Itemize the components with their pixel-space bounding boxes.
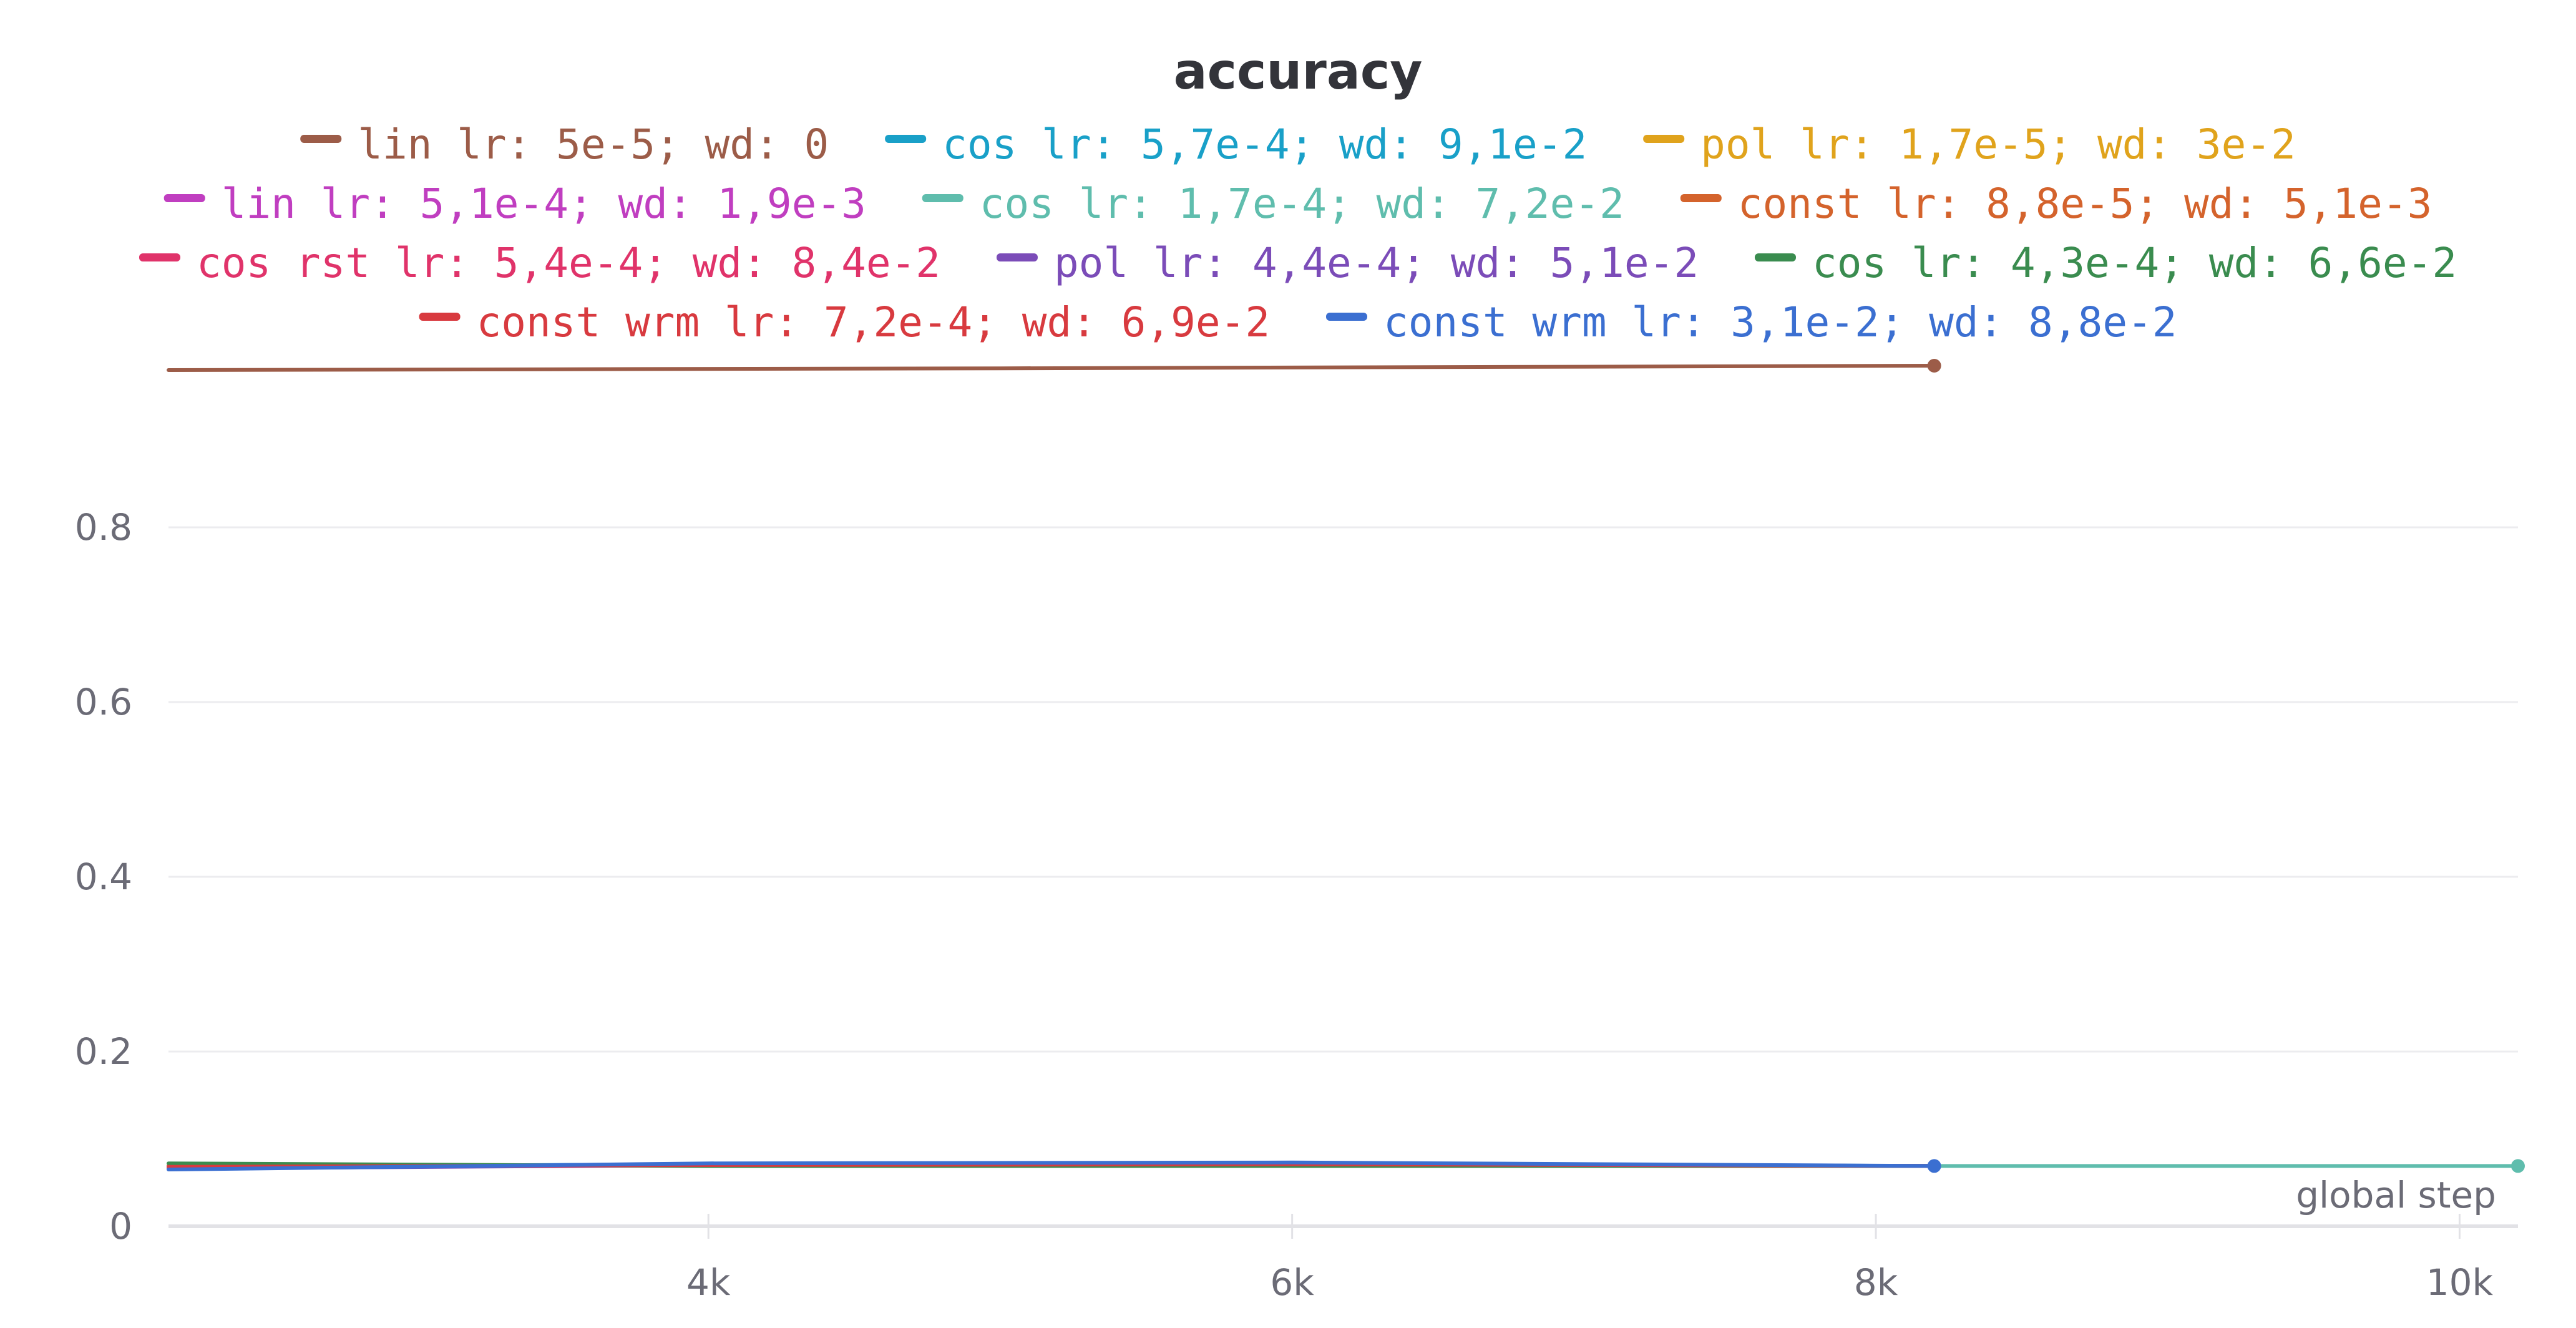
- y-tick-label: 0.8: [75, 506, 132, 549]
- legend-item: cos lr: 4,3e-4; wd: 6,6e-2: [1754, 239, 2457, 287]
- legend-label: cos rst lr: 5,4e-4; wd: 8,4e-2: [197, 239, 940, 287]
- legend-label: pol lr: 1,7e-5; wd: 3e-2: [1700, 120, 2296, 168]
- x-tick-label: 10k: [2426, 1261, 2494, 1304]
- x-tick-label: 6k: [1270, 1261, 1314, 1304]
- series-end-point: [1927, 1159, 1941, 1173]
- legend-swatch: [1643, 135, 1685, 143]
- x-axis-title: global step: [2296, 1174, 2496, 1216]
- legend-label: cos lr: 4,3e-4; wd: 6,6e-2: [1812, 239, 2457, 287]
- legend-swatch: [139, 253, 180, 261]
- legend-label: cos lr: 5,7e-4; wd: 9,1e-2: [942, 120, 1587, 168]
- y-tick-label: 0.4: [75, 856, 132, 898]
- legend-swatch: [996, 253, 1038, 261]
- legend-item: lin lr: 5,1e-4; wd: 1,9e-3: [163, 180, 866, 228]
- legend-swatch: [922, 194, 964, 202]
- legend-label: const lr: 8,8e-5; wd: 5,1e-3: [1738, 180, 2432, 228]
- legend-item: cos rst lr: 5,4e-4; wd: 8,4e-2: [139, 239, 940, 287]
- x-tick-label: 4k: [686, 1261, 731, 1304]
- legend-label: lin lr: 5,1e-4; wd: 1,9e-3: [222, 180, 866, 228]
- legend-swatch: [1326, 313, 1367, 321]
- chart-title: accuracy: [1174, 42, 1423, 100]
- y-tick-label: 0.2: [75, 1030, 132, 1073]
- series-line: [167, 364, 1936, 372]
- y-tick-label: 0: [109, 1205, 132, 1247]
- legend-item: cos lr: 1,7e-4; wd: 7,2e-2: [922, 180, 1624, 228]
- series-end-point: [2511, 1159, 2525, 1173]
- legend-label: pol lr: 4,4e-4; wd: 5,1e-2: [1054, 239, 1699, 287]
- series-lines: [167, 359, 2525, 1173]
- legend-label: const wrm lr: 3,1e-2; wd: 8,8e-2: [1383, 298, 2177, 346]
- legend-swatch: [419, 313, 461, 321]
- legend-item: lin lr: 5e-5; wd: 0: [300, 120, 829, 168]
- legend-item: cos lr: 5,7e-4; wd: 9,1e-2: [885, 120, 1587, 168]
- legend-swatch: [1680, 194, 1722, 202]
- series-line: [167, 1160, 1936, 1171]
- legend-label: const wrm lr: 7,2e-4; wd: 6,9e-2: [477, 298, 1271, 346]
- x-tick-label: 8k: [1854, 1261, 1898, 1304]
- y-axis: 0 0.2 0.4 0.6 0.8: [75, 506, 132, 1247]
- x-axis: 4k 6k 8k 10k: [168, 1214, 2518, 1304]
- legend-item: const lr: 8,8e-5; wd: 5,1e-3: [1680, 180, 2432, 228]
- gridlines: [168, 526, 2518, 1053]
- legend-item: const wrm lr: 3,1e-2; wd: 8,8e-2: [1326, 298, 2177, 346]
- legend-swatch: [163, 194, 205, 202]
- legend-item: pol lr: 1,7e-5; wd: 3e-2: [1643, 120, 2296, 168]
- legend-item: const wrm lr: 7,2e-4; wd: 6,9e-2: [419, 298, 1271, 346]
- y-tick-label: 0.6: [75, 681, 132, 723]
- legend-label: lin lr: 5e-5; wd: 0: [358, 120, 829, 168]
- series-end-point: [1927, 359, 1941, 373]
- legend-item: pol lr: 4,4e-4; wd: 5,1e-2: [996, 239, 1699, 287]
- legend: lin lr: 5e-5; wd: 0 cos lr: 5,7e-4; wd: 9…: [139, 120, 2457, 346]
- legend-swatch: [885, 135, 927, 143]
- legend-swatch: [300, 135, 342, 143]
- legend-swatch: [1754, 253, 1796, 261]
- legend-label: cos lr: 1,7e-4; wd: 7,2e-2: [980, 180, 1624, 228]
